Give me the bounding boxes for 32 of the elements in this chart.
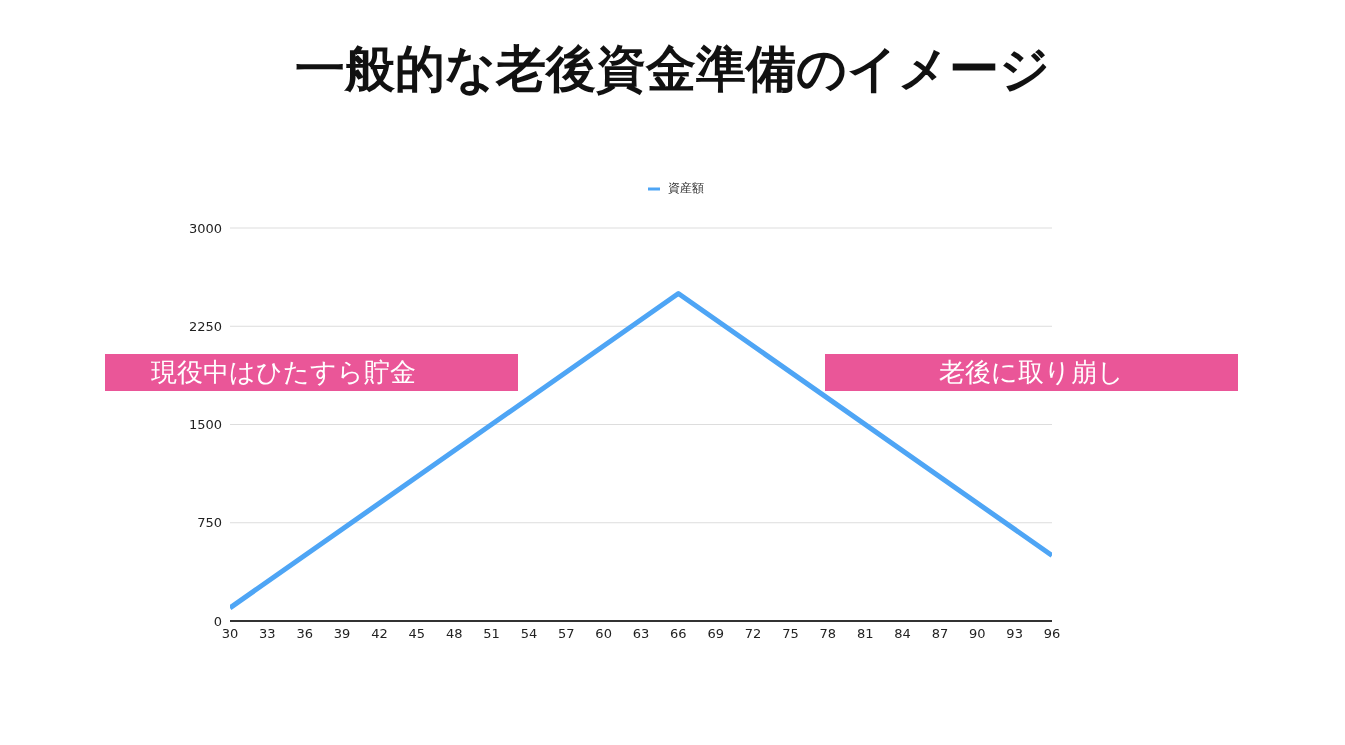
x-tick-label: 30 <box>221 626 239 642</box>
x-tick-label: 93 <box>1006 626 1023 642</box>
x-tick-label: 84 <box>894 626 911 642</box>
callout-box: 老後に取り崩し <box>825 354 1238 391</box>
x-tick-label: 54 <box>520 626 538 642</box>
callout-box: 現役中はひたすら貯金 <box>105 354 518 391</box>
x-tick-label: 87 <box>931 626 949 642</box>
y-tick-label: 750 <box>197 515 222 531</box>
x-tick-label: 48 <box>445 626 463 642</box>
x-tick-label: 39 <box>333 626 351 642</box>
x-tick-label: 69 <box>707 626 724 642</box>
x-tick-label: 45 <box>408 626 426 642</box>
x-tick-label: 51 <box>483 626 500 642</box>
x-tick-label: 33 <box>259 626 276 642</box>
x-tick-label: 36 <box>296 626 313 642</box>
x-tick-label: 42 <box>371 626 388 642</box>
x-tick-label: 63 <box>632 626 650 642</box>
x-tick-label: 90 <box>969 626 986 642</box>
x-tick-label: 66 <box>670 626 687 642</box>
y-tick-label: 3000 <box>188 220 222 236</box>
x-tick-label: 75 <box>782 626 799 642</box>
x-tick-label: 60 <box>595 626 612 642</box>
x-tick-label: 78 <box>819 626 837 642</box>
legend-label: 資産額 <box>667 180 704 197</box>
y-tick-label: 0 <box>213 613 222 629</box>
x-tick-label: 96 <box>1043 626 1061 642</box>
x-tick-label: 81 <box>856 626 874 642</box>
x-tick-label: 57 <box>558 626 575 642</box>
y-tick-label: 1500 <box>188 417 222 433</box>
chart-title: 一般的な老後資金準備のイメージ <box>294 39 1051 100</box>
y-tick-label: 2250 <box>188 318 222 334</box>
x-tick-label: 72 <box>744 626 762 642</box>
